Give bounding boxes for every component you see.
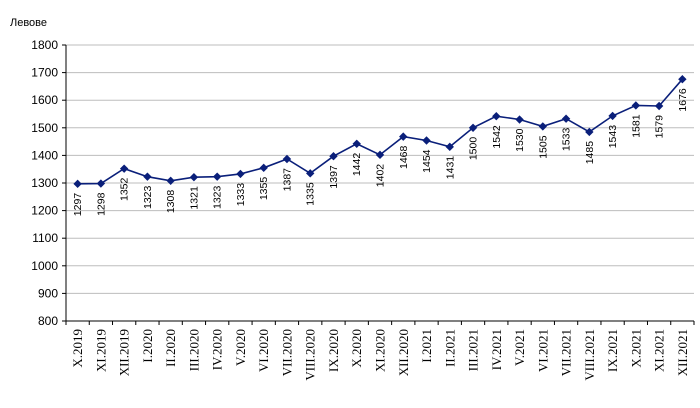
y-tick-label: 1100	[32, 231, 58, 245]
data-label: 1431	[444, 156, 456, 180]
x-tick-label: II.2020	[163, 329, 178, 367]
data-labels: 1297 1298 1352 1323 1308 1321 1323 1333 1355 1387…	[72, 88, 689, 216]
x-tick-label: III.2021	[466, 329, 481, 371]
data-label: 1387	[281, 168, 293, 192]
x-tick-label: X.2020	[349, 329, 364, 368]
x-tick-label: XII.2019	[117, 329, 132, 376]
data-label: 1297	[72, 193, 84, 217]
x-tick-label: VIII.2020	[303, 329, 318, 381]
data-label: 1323	[142, 185, 154, 209]
y-tick-label: 800	[38, 314, 58, 328]
data-point	[678, 75, 687, 84]
data-point	[445, 142, 454, 152]
x-tick-label: XI.2020	[373, 329, 388, 372]
data-label: 1533	[561, 128, 573, 152]
y-tick-label: 1700	[31, 66, 58, 80]
data-point	[282, 154, 292, 164]
x-tick-label: XI.2019	[93, 329, 108, 372]
data-point	[492, 112, 501, 121]
data-point	[352, 139, 361, 149]
data-point	[236, 169, 245, 179]
data-point	[375, 150, 385, 160]
data-point	[119, 164, 129, 173]
data-label: 1308	[165, 190, 177, 214]
y-tick-label: 1600	[31, 93, 58, 107]
data-point	[189, 173, 199, 182]
data-label: 1298	[95, 192, 107, 216]
y-tick-label: 1000	[31, 259, 58, 273]
data-label: 1676	[677, 88, 689, 112]
data-label: 1542	[491, 125, 503, 149]
data-point	[399, 132, 408, 141]
y-tick-labels: 800 900 1000 1100 1200 1300 1400 1500 1600 1700 18…	[31, 38, 58, 328]
x-tick-label: II.2021	[442, 329, 457, 367]
data-label: 1505	[537, 135, 549, 159]
data-label: 1352	[119, 177, 131, 201]
data-label: 1485	[584, 141, 596, 165]
data-point	[654, 101, 664, 111]
x-tick-label: IX.2020	[326, 329, 341, 372]
data-label: 1333	[235, 183, 247, 207]
data-point	[608, 111, 617, 121]
x-tick-label: V.2020	[233, 329, 248, 366]
data-label: 1335	[305, 182, 317, 206]
x-tick-label: I.2020	[140, 329, 155, 363]
data-point	[259, 163, 268, 173]
x-tick-labels: X.2019 XI.2019 XII.2019 I.2020 II.2020 III.20…	[70, 329, 690, 381]
series-group	[73, 75, 687, 189]
data-point	[561, 114, 571, 123]
y-tick-label: 1200	[31, 204, 58, 218]
data-label: 1530	[514, 128, 526, 152]
data-label: 1355	[258, 177, 270, 201]
x-tick-label: XI.2021	[652, 329, 667, 372]
x-tick-label: V.2021	[512, 329, 527, 366]
x-tick-label: X.2019	[70, 329, 85, 368]
data-point	[468, 123, 478, 132]
y-tick-label: 1500	[31, 121, 58, 135]
x-tick-label: IV.2021	[489, 329, 504, 370]
y-tick-label: 1400	[31, 148, 58, 162]
data-label: 1321	[188, 186, 200, 210]
data-label: 1543	[607, 125, 619, 149]
x-tick-label: VII.2021	[559, 329, 574, 376]
data-point	[306, 169, 315, 178]
y-tick-label: 900	[38, 286, 58, 300]
data-point	[166, 176, 175, 185]
data-label: 1500	[468, 137, 480, 161]
y-tick-label: 1800	[31, 38, 58, 52]
x-tick-label: VII.2020	[279, 329, 294, 376]
x-tick-label: XII.2021	[675, 329, 690, 376]
axes	[62, 44, 695, 325]
data-point	[631, 101, 641, 110]
data-label: 1402	[375, 164, 387, 188]
x-tick-label: IX.2021	[605, 329, 620, 372]
data-label: 1454	[421, 149, 433, 173]
data-point	[212, 172, 222, 181]
data-point	[538, 122, 548, 131]
data-label: 1442	[351, 153, 363, 177]
x-tick-label: VIII.2021	[582, 329, 597, 381]
data-point	[329, 152, 338, 161]
x-tick-label: IV.2020	[210, 329, 225, 370]
y-axis-unit-label: Левове	[10, 17, 47, 29]
data-point	[96, 179, 106, 188]
data-point	[422, 136, 431, 145]
data-point	[143, 172, 152, 181]
x-tick-label: XII.2020	[396, 329, 411, 376]
x-tick-label: I.2021	[419, 329, 434, 363]
data-point	[585, 127, 594, 137]
data-label: 1397	[328, 165, 340, 189]
data-label: 1468	[398, 145, 410, 169]
x-tick-label: VI.2021	[535, 329, 550, 372]
y-tick-label: 1300	[31, 176, 58, 190]
x-tick-label: VI.2020	[256, 329, 271, 372]
data-point	[73, 179, 82, 189]
data-label: 1579	[654, 115, 666, 139]
x-tick-label: III.2020	[186, 329, 201, 371]
data-point	[515, 115, 524, 124]
x-tick-label: X.2021	[628, 329, 643, 368]
data-label: 1323	[212, 185, 224, 209]
data-label: 1581	[630, 114, 642, 138]
